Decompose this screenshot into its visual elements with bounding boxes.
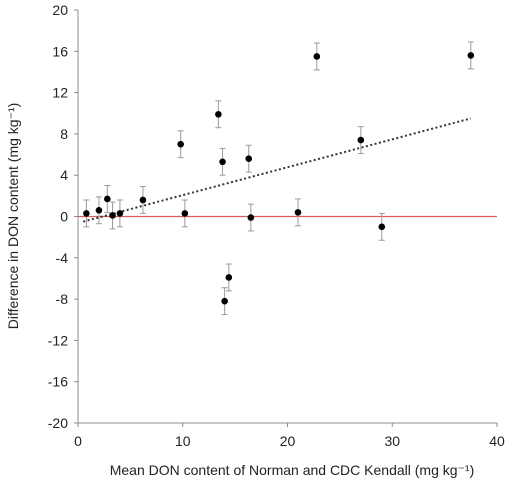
y-tick-label: -16	[48, 374, 68, 390]
y-tick-label: 12	[52, 85, 68, 101]
y-tick-label: -8	[56, 291, 69, 307]
data-point	[467, 52, 475, 59]
data-point	[83, 210, 90, 217]
y-axis-label: Difference in DON content (mg kg⁻¹)	[5, 103, 21, 330]
data-point	[245, 155, 253, 162]
data-point	[357, 136, 365, 144]
data-point	[247, 214, 255, 221]
x-tick-label: 40	[489, 433, 505, 449]
y-tick-label: 20	[52, 2, 68, 18]
x-tick-label: 0	[74, 433, 82, 449]
data-point	[109, 212, 116, 219]
y-tick-label: -12	[48, 332, 68, 348]
data-point	[225, 274, 233, 281]
data-point	[95, 207, 103, 214]
data-point	[219, 158, 226, 166]
data-point	[116, 210, 124, 217]
trendline	[82, 117, 472, 223]
data-point	[294, 209, 302, 216]
data-point	[215, 110, 222, 118]
data-point	[104, 195, 111, 203]
x-axis-label: Mean DON content of Norman and CDC Kenda…	[110, 462, 475, 478]
y-tick-label: 8	[60, 126, 68, 142]
data-point	[378, 223, 386, 231]
y-tick-label: -4	[56, 250, 69, 266]
x-tick-label: 30	[384, 433, 400, 449]
data-point	[177, 140, 184, 148]
data-point	[313, 53, 321, 60]
x-tick-label: 10	[175, 433, 191, 449]
y-tick-label: -20	[48, 415, 68, 431]
data-point	[221, 297, 228, 305]
y-tick-label: 0	[60, 209, 68, 225]
x-tick-label: 20	[280, 433, 296, 449]
y-tick-label: 16	[52, 43, 68, 59]
data-point	[181, 210, 189, 217]
y-tick-label: 4	[60, 167, 68, 183]
data-point	[139, 196, 147, 204]
